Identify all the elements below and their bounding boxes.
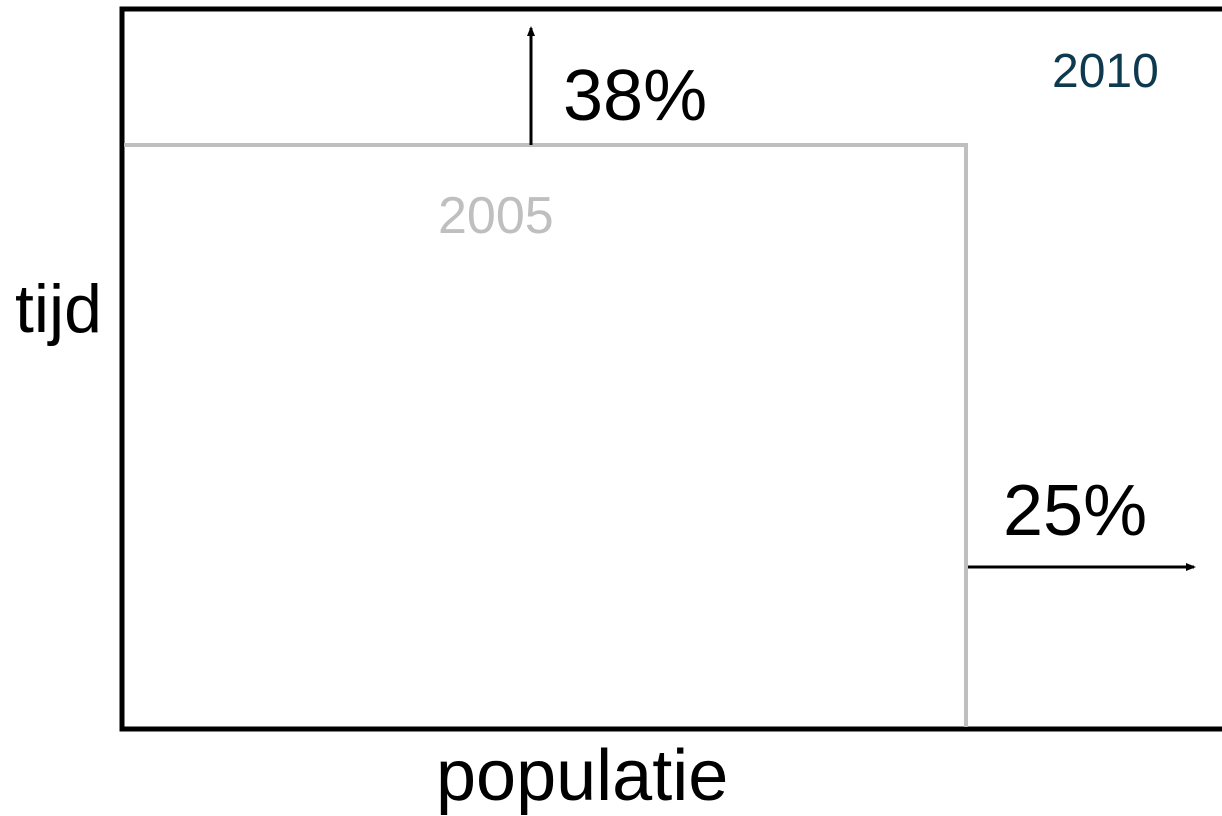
outer-year-label: 2010 — [1052, 45, 1159, 98]
outer-rectangle-2010 — [119, 6, 1222, 732]
inner-rectangle-2005 — [124, 143, 968, 727]
vertical-increase-label: 38% — [563, 56, 707, 136]
inner-year-label: 2005 — [438, 187, 554, 245]
x-axis-label: populatie — [436, 736, 728, 816]
y-axis-label: tijd — [15, 271, 102, 347]
horizontal-increase-label: 25% — [1003, 471, 1147, 551]
